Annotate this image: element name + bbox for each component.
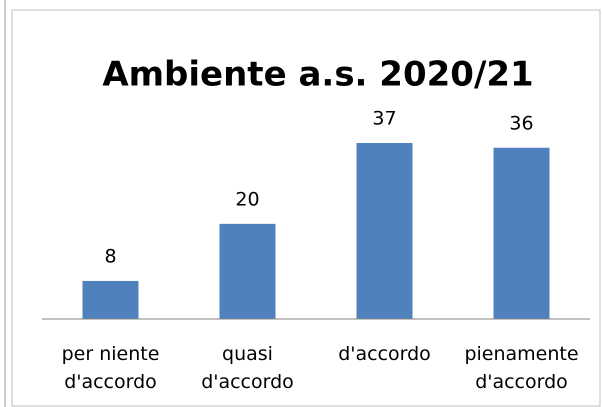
x-tick-label: per niente d'accordo bbox=[61, 343, 160, 393]
chart-title: Ambiente a.s. 2020/21 bbox=[102, 55, 533, 95]
bar bbox=[219, 223, 276, 319]
value-label: 8 bbox=[104, 245, 116, 267]
bar bbox=[493, 147, 550, 319]
x-tick-label: quasi d'accordo bbox=[201, 343, 294, 393]
value-label: 20 bbox=[235, 188, 259, 210]
value-label: 37 bbox=[372, 108, 396, 130]
x-tick-label: pienamente d'accordo bbox=[464, 343, 579, 393]
value-label: 36 bbox=[509, 112, 533, 134]
bar bbox=[82, 280, 139, 319]
x-tick-label: d'accordo bbox=[338, 343, 431, 365]
bar bbox=[356, 143, 413, 319]
